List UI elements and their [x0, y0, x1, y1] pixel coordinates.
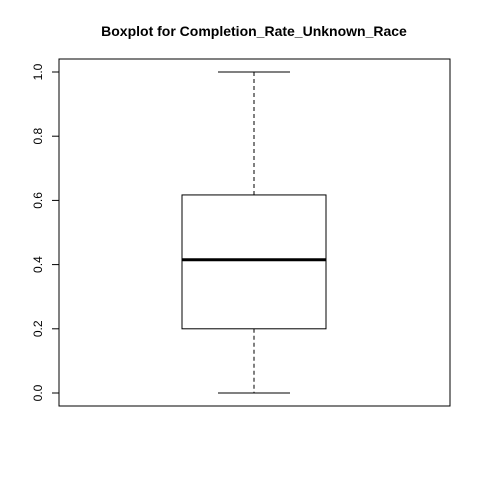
y-tick-label: 0.4 [31, 256, 45, 273]
chart-title: Boxplot for Completion_Rate_Unknown_Race [101, 23, 407, 39]
y-tick-label: 0.8 [31, 128, 45, 145]
y-axis: 0.0 0.2 0.4 0.6 0.8 1.0 [31, 63, 60, 401]
y-tick-label: 0.0 [31, 384, 45, 401]
y-tick-label: 1.0 [31, 63, 45, 80]
box-plot [181, 71, 327, 394]
iqr-box [181, 194, 327, 330]
plot-frame [58, 58, 451, 407]
y-tick-label: 0.2 [31, 320, 45, 337]
y-tick-label: 0.6 [31, 192, 45, 209]
